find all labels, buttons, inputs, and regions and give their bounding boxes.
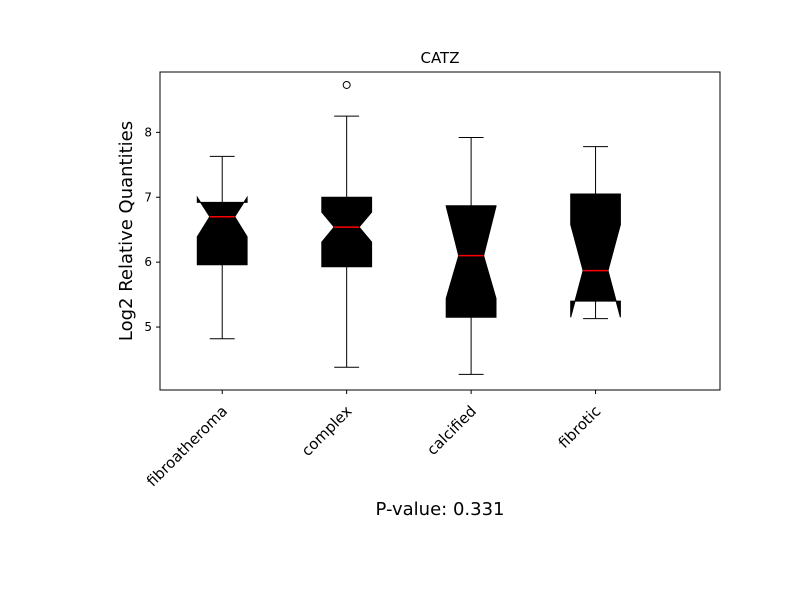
box-body — [570, 193, 621, 318]
y-tick-label: 8 — [144, 125, 152, 139]
boxes-layer — [196, 80, 621, 375]
x-tick-label-fibroatheroma: fibroatheroma — [143, 402, 231, 490]
plot-area-frame — [159, 71, 721, 391]
box-fibroatheroma — [196, 155, 248, 340]
x-tick-label-complex: complex — [298, 402, 356, 460]
box-complex — [321, 80, 373, 368]
y-tick-label: 7 — [144, 190, 152, 204]
y-axis: 5 6 7 8 — [144, 125, 160, 334]
x-tick-label-fibrotic: fibrotic — [555, 402, 605, 452]
y-axis-label: Log2 Relative Quantities — [116, 121, 137, 341]
box-body — [445, 205, 497, 318]
x-tick-label-calcified: calcified — [423, 402, 480, 459]
p-value-annotation: P-value: 0.331 — [376, 499, 505, 520]
box-fibrotic — [570, 146, 621, 320]
chart-title: CATZ — [420, 49, 459, 67]
outlier-point — [342, 80, 351, 89]
box-body — [196, 195, 248, 266]
box-calcified — [445, 137, 497, 375]
box-body — [321, 196, 373, 268]
y-tick-label: 6 — [144, 255, 152, 269]
x-axis: fibroatheroma complex calcified fibrotic — [143, 390, 604, 490]
y-tick-label: 5 — [144, 320, 152, 334]
